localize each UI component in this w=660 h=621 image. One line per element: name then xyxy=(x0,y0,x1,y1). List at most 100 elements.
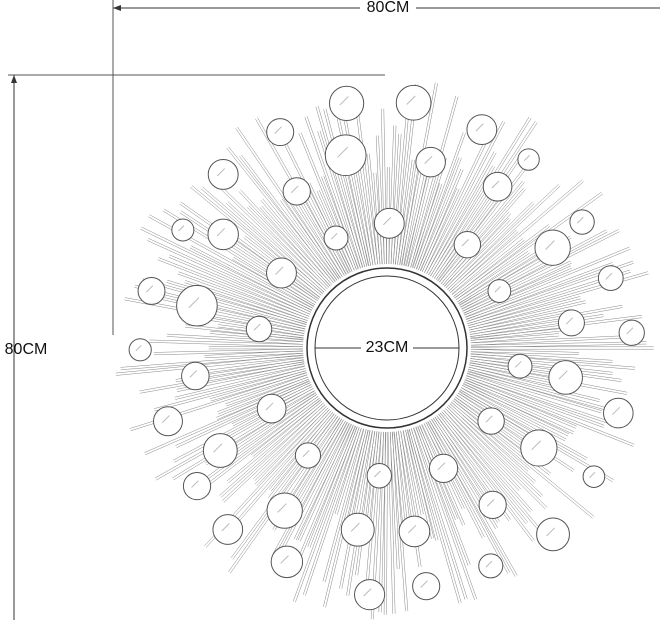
mirror-disc xyxy=(569,209,595,235)
mirror-disc xyxy=(202,433,238,468)
center-label: 23CM xyxy=(366,339,409,356)
glint xyxy=(337,146,349,158)
glint xyxy=(145,285,154,293)
mirror-disc xyxy=(207,218,239,251)
glint xyxy=(363,588,372,597)
glint xyxy=(406,95,416,105)
mirror-disc xyxy=(266,118,295,147)
mirror-disc xyxy=(597,265,624,292)
mirror-disc xyxy=(324,134,367,177)
glint xyxy=(545,240,555,250)
glint xyxy=(265,402,274,411)
mirror-disc xyxy=(340,512,375,547)
glint xyxy=(523,154,531,161)
label-bg xyxy=(361,338,413,358)
glint xyxy=(339,96,349,106)
mirror-disc xyxy=(557,309,585,337)
glint xyxy=(531,440,542,451)
mirror-disc xyxy=(582,465,606,488)
glint xyxy=(213,443,223,453)
glint xyxy=(407,524,417,534)
glint xyxy=(576,216,584,224)
mirror-disc xyxy=(270,545,304,579)
mirror-disc xyxy=(354,579,386,611)
height-label: 80CM xyxy=(5,341,48,358)
mirror-disc xyxy=(328,85,365,121)
mirror-disc xyxy=(482,171,513,202)
glint xyxy=(626,327,634,335)
glint xyxy=(494,286,501,293)
glint xyxy=(350,522,360,532)
glint xyxy=(275,266,284,275)
mirror-disc xyxy=(398,515,431,548)
glint xyxy=(420,580,428,588)
mirror-disc xyxy=(548,360,583,395)
glint xyxy=(221,523,230,532)
mirror-disc xyxy=(603,397,634,429)
glint xyxy=(558,370,568,380)
glint xyxy=(382,217,392,226)
mirror-disc xyxy=(373,207,405,239)
mirror-disc xyxy=(212,514,244,545)
mirror-disc xyxy=(128,338,152,362)
glint xyxy=(491,180,500,189)
mirror-disc xyxy=(534,229,571,266)
glint xyxy=(161,415,170,424)
glint xyxy=(178,225,185,232)
glint xyxy=(565,317,574,325)
mirror-disc xyxy=(266,492,303,529)
glint xyxy=(280,555,289,564)
mirror-disc xyxy=(176,284,218,327)
mirror-artwork xyxy=(115,82,654,620)
mirror-disc xyxy=(153,406,183,437)
glint xyxy=(191,480,199,488)
glint xyxy=(612,406,621,415)
mirror-disc xyxy=(181,361,210,391)
mirror-disc xyxy=(477,407,505,435)
glint xyxy=(188,297,200,309)
glint xyxy=(274,126,282,134)
mirror-disc xyxy=(171,218,195,242)
glint xyxy=(486,499,495,507)
glint xyxy=(485,560,493,568)
glint xyxy=(546,527,556,537)
mirror-disc xyxy=(282,177,311,206)
glint xyxy=(514,361,522,368)
mirror-disc xyxy=(395,84,432,121)
mirror-disc xyxy=(256,393,287,424)
mirror-disc xyxy=(323,225,349,251)
mirror-disc xyxy=(266,257,297,289)
glint xyxy=(475,123,484,132)
glint xyxy=(589,471,596,479)
mirror-disc xyxy=(478,490,507,519)
mirror-disc xyxy=(520,429,558,467)
mirror-disc xyxy=(487,279,512,303)
mirror-disc xyxy=(366,463,393,489)
mirror-disc xyxy=(137,277,166,305)
mirror-disc xyxy=(517,148,540,171)
mirror-disc xyxy=(453,230,482,259)
mirror-disc xyxy=(466,114,498,146)
glint xyxy=(302,450,310,458)
label-bg xyxy=(360,0,416,16)
glint xyxy=(605,272,613,280)
arrowhead xyxy=(113,5,121,11)
glint xyxy=(277,503,287,513)
glint xyxy=(189,370,198,378)
mirror-disc xyxy=(412,572,441,601)
glint xyxy=(330,232,338,240)
mirror-disc xyxy=(415,146,446,178)
mirror-disc xyxy=(182,471,212,501)
mirror-disc xyxy=(478,553,504,579)
mirror-disc xyxy=(428,453,459,484)
glint xyxy=(290,185,299,194)
mirror-disc xyxy=(294,442,322,469)
mirror-disc xyxy=(507,353,533,379)
glint xyxy=(424,155,433,164)
glint xyxy=(135,345,142,352)
mirror-disc xyxy=(618,319,645,346)
glint xyxy=(216,168,226,177)
arrowhead xyxy=(11,75,17,83)
